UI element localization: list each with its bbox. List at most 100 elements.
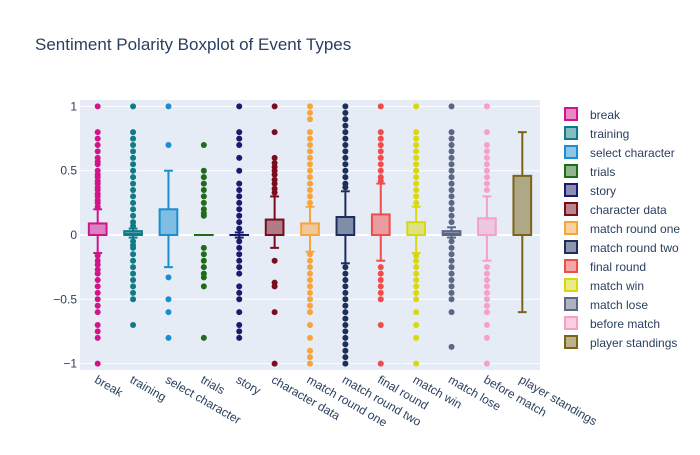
outlier-point [484, 335, 490, 341]
outlier-point [342, 161, 348, 167]
outlier-point [342, 110, 348, 116]
legend-item[interactable]: training [565, 127, 629, 141]
outlier-point [272, 129, 278, 135]
outlier-point [201, 200, 207, 206]
outlier-point [201, 251, 207, 257]
legend-swatch [565, 165, 577, 177]
outlier-point [130, 187, 136, 193]
outlier-point [272, 283, 278, 289]
outlier-point [342, 290, 348, 296]
legend-label: match lose [590, 298, 648, 312]
outlier-point [449, 174, 455, 180]
outlier-point [307, 200, 313, 206]
outlier-point [449, 213, 455, 219]
legend-label: match win [590, 279, 644, 293]
legend-label: select character [590, 146, 675, 160]
outlier-point [378, 129, 384, 135]
box-iqr [337, 217, 355, 235]
outlier-point [342, 148, 348, 154]
outlier-point [95, 148, 101, 154]
outlier-point [201, 168, 207, 174]
legend-item[interactable]: trials [565, 165, 615, 179]
outlier-point [307, 174, 313, 180]
outlier-point [201, 213, 207, 219]
y-tick-label: −0.5 [53, 292, 77, 306]
outlier-point [95, 136, 101, 142]
outlier-point [484, 290, 490, 296]
legend-label: player standings [590, 336, 677, 350]
legend-swatch [565, 108, 577, 120]
outlier-point [307, 322, 313, 328]
outlier-point [307, 290, 313, 296]
outlier-point [95, 277, 101, 283]
outlier-point [95, 271, 101, 277]
legend-swatch [565, 336, 577, 348]
legend-item[interactable]: story [565, 184, 616, 198]
outlier-point [130, 174, 136, 180]
outlier-point [236, 283, 242, 289]
outlier-point [378, 322, 384, 328]
outlier-point [342, 341, 348, 347]
outlier-point [307, 187, 313, 193]
legend-item[interactable]: match win [565, 279, 644, 293]
outlier-point [307, 168, 313, 174]
outlier-point [307, 251, 313, 257]
outlier-point [449, 258, 455, 264]
outlier-point [413, 258, 419, 264]
outlier-point [130, 271, 136, 277]
outlier-point [165, 103, 171, 109]
outlier-point [307, 103, 313, 109]
outlier-point [130, 296, 136, 302]
legend-item[interactable]: break [565, 108, 621, 122]
legend-swatch [565, 222, 577, 234]
outlier-point [95, 103, 101, 109]
box-iqr [160, 209, 178, 235]
outlier-point [449, 206, 455, 212]
outlier-point [449, 283, 455, 289]
outlier-point [201, 245, 207, 251]
outlier-point [201, 181, 207, 187]
outlier-point [130, 148, 136, 154]
outlier-point [449, 271, 455, 277]
outlier-point [378, 168, 384, 174]
outlier-point [130, 290, 136, 296]
outlier-point [272, 103, 278, 109]
outlier-point [130, 129, 136, 135]
outlier-point [165, 309, 171, 315]
outlier-point [413, 200, 419, 206]
outlier-point [449, 245, 455, 251]
outlier-point [378, 103, 384, 109]
outlier-point [342, 296, 348, 302]
outlier-point [307, 296, 313, 302]
outlier-point [342, 348, 348, 354]
outlier-point [413, 264, 419, 270]
legend-label: story [590, 184, 616, 198]
legend-label: character data [590, 203, 667, 217]
outlier-point [307, 264, 313, 270]
outlier-point [236, 142, 242, 148]
outlier-point [342, 142, 348, 148]
outlier-point [307, 354, 313, 360]
outlier-point [236, 290, 242, 296]
box-iqr [478, 218, 496, 235]
outlier-point [307, 258, 313, 264]
outlier-point [378, 148, 384, 154]
outlier-point [272, 172, 278, 178]
outlier-point [236, 187, 242, 193]
outlier-point [130, 206, 136, 212]
legend-swatch [565, 279, 577, 291]
outlier-point [307, 136, 313, 142]
outlier-point [413, 271, 419, 277]
outlier-point [342, 361, 348, 367]
outlier-point [413, 142, 419, 148]
outlier-point [307, 303, 313, 309]
outlier-point [413, 148, 419, 154]
outlier-point [484, 322, 490, 328]
outlier-point [236, 103, 242, 109]
legend-item[interactable]: final round [565, 260, 646, 274]
outlier-point [378, 283, 384, 289]
legend-item[interactable]: match lose [565, 298, 648, 312]
outlier-point [413, 193, 419, 199]
outlier-point [378, 142, 384, 148]
